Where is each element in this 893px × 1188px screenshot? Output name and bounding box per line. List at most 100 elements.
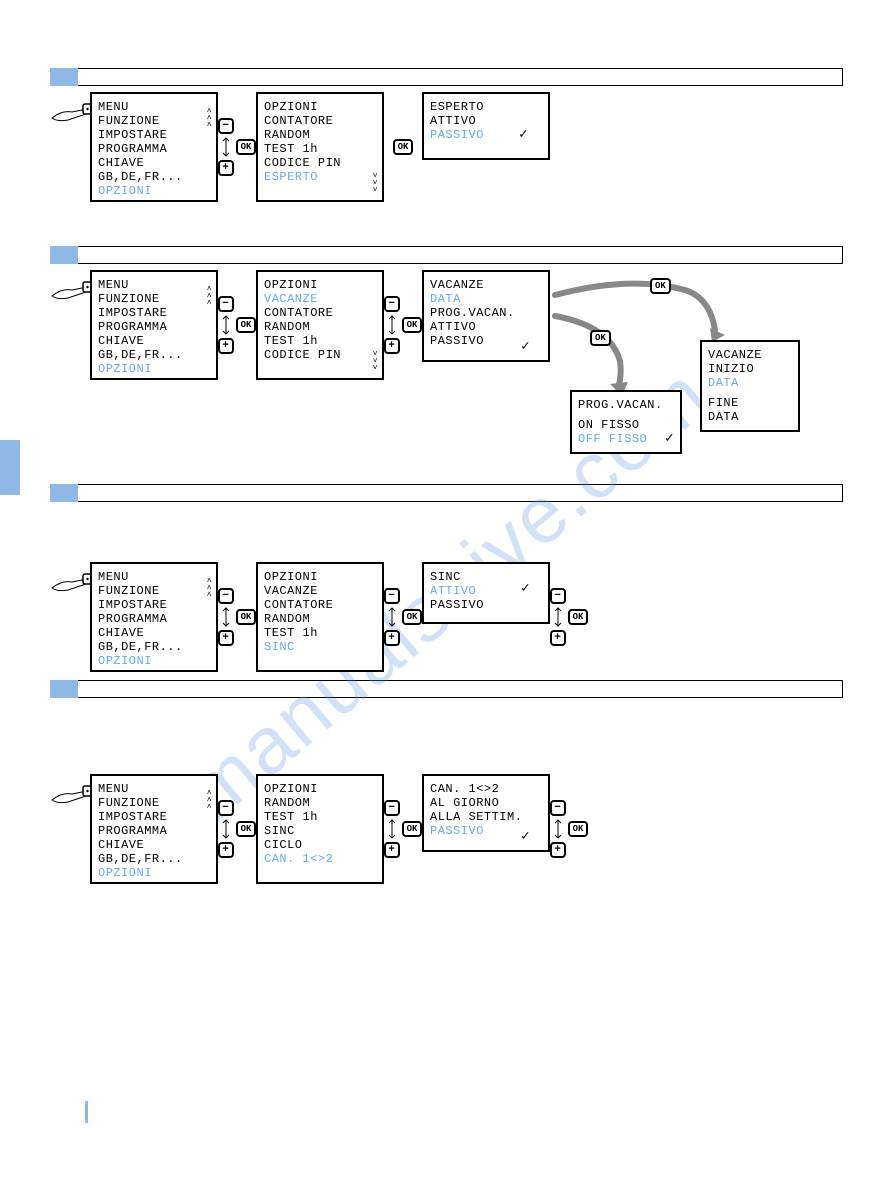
minus-button[interactable]: − — [384, 588, 400, 604]
ok-button[interactable]: OK — [402, 317, 423, 333]
plus-button[interactable]: + — [218, 842, 234, 858]
minus-button[interactable]: − — [218, 118, 234, 134]
prog-line-selected: OFF FISSO — [578, 432, 674, 446]
plus-button[interactable]: + — [384, 630, 400, 646]
section-tab — [50, 246, 78, 264]
scroll-carets: ˅˅˅ — [373, 173, 378, 194]
menu-line: IMPOSTARE — [98, 306, 210, 320]
ok-button[interactable]: OK — [393, 139, 414, 155]
screen-vacanze-inizio: VACANZE INIZIO DATA FINE DATA — [700, 340, 800, 432]
nav-buttons: − + OK — [550, 562, 588, 672]
updown-icon — [554, 606, 562, 628]
minus-button[interactable]: − — [550, 800, 566, 816]
can-line: CAN. 1<>2 — [430, 782, 542, 796]
minus-button[interactable]: − — [384, 296, 400, 312]
minus-button[interactable]: − — [218, 588, 234, 604]
plus-button[interactable]: + — [384, 338, 400, 354]
nav-buttons: − + OK — [218, 270, 256, 380]
menu-line: FUNZIONE — [98, 292, 210, 306]
can-line: ALLA SETTIM. — [430, 810, 542, 824]
nav-buttons: − + OK — [218, 562, 256, 672]
menu-line: FUNZIONE — [98, 584, 210, 598]
opt-line: OPZIONI — [264, 782, 376, 796]
scroll-carets: ˄˄˄ — [207, 578, 212, 599]
ok-button[interactable]: OK — [568, 821, 589, 837]
screen-menu: MENU FUNZIONE IMPOSTARE PROGRAMMA CHIAVE… — [90, 92, 218, 202]
screen-esperto: ESPERTO ATTIVO PASSIVO ✓ — [422, 92, 550, 160]
plus-button[interactable]: + — [384, 842, 400, 858]
minus-button[interactable]: − — [218, 800, 234, 816]
opt-line: OPZIONI — [264, 278, 376, 292]
prog-line: ON FISSO — [578, 418, 674, 432]
vac-line: ATTIVO — [430, 320, 542, 334]
ini-line: DATA — [708, 410, 792, 424]
nav-buttons: OK — [384, 92, 422, 202]
ok-button[interactable]: OK — [568, 609, 589, 625]
scroll-carets: ˄˄˄ — [207, 790, 212, 811]
ok-button[interactable]: OK — [236, 821, 257, 837]
menu-line-selected: OPZIONI — [98, 654, 210, 668]
nav-buttons: − + OK — [384, 270, 422, 380]
section-line — [78, 246, 843, 264]
ok-button[interactable]: OK — [236, 609, 257, 625]
plus-button[interactable]: + — [218, 160, 234, 176]
menu-line: PROGRAMMA — [98, 320, 210, 334]
minus-button[interactable]: − — [384, 800, 400, 816]
nav-buttons: − + OK — [218, 774, 256, 884]
menu-line-selected: OPZIONI — [98, 866, 210, 880]
menu-line: PROGRAMMA — [98, 612, 210, 626]
screen-can12: CAN. 1<>2 AL GIORNO ALLA SETTIM. PASSIVO… — [422, 774, 550, 852]
section-bar-4 — [50, 680, 843, 698]
ini-line-selected: DATA — [708, 376, 792, 390]
menu-line: CHIAVE — [98, 334, 210, 348]
nav-buttons: − + OK — [384, 562, 422, 672]
hand-icon — [50, 278, 94, 306]
plus-button[interactable]: + — [550, 630, 566, 646]
plus-button[interactable]: + — [218, 338, 234, 354]
plus-button[interactable]: + — [218, 630, 234, 646]
flow-row-2: MENU FUNZIONE IMPOSTARE PROGRAMMA CHIAVE… — [50, 270, 843, 470]
section-line — [78, 680, 843, 698]
opt-line: SINC — [264, 824, 376, 838]
vac-line-selected: DATA — [430, 292, 542, 306]
ini-line: INIZIO — [708, 362, 792, 376]
menu-line-selected: OPZIONI — [98, 184, 210, 198]
opt-line: TEST 1h — [264, 334, 376, 348]
menu-line: CHIAVE — [98, 838, 210, 852]
minus-button[interactable]: − — [218, 296, 234, 312]
ok-button[interactable]: OK — [236, 317, 257, 333]
ok-button[interactable]: OK — [650, 278, 671, 294]
scroll-carets: ˄˄˄ — [207, 286, 212, 307]
menu-line: IMPOSTARE — [98, 810, 210, 824]
hand-icon — [50, 100, 94, 128]
check-icon: ✓ — [521, 582, 530, 596]
ok-button[interactable]: OK — [236, 139, 257, 155]
opt-line: RANDOM — [264, 128, 376, 142]
ok-button[interactable]: OK — [402, 609, 423, 625]
minus-button[interactable]: − — [550, 588, 566, 604]
ok-button[interactable]: OK — [590, 330, 611, 346]
plus-button[interactable]: + — [550, 842, 566, 858]
check-icon: ✓ — [519, 128, 528, 142]
opt-line: TEST 1h — [264, 626, 376, 640]
ini-line: FINE — [708, 396, 792, 410]
nav-buttons: − + OK — [218, 92, 256, 202]
opt-line: CONTATORE — [264, 598, 376, 612]
sinc-line: PASSIVO — [430, 598, 542, 612]
screen-menu: MENU FUNZIONE IMPOSTARE PROGRAMMA CHIAVE… — [90, 774, 218, 884]
opt-line-selected: ESPERTO — [264, 170, 376, 184]
opt-line-selected: CAN. 1<>2 — [264, 852, 376, 866]
menu-line: MENU — [98, 100, 210, 114]
opt-line: RANDOM — [264, 320, 376, 334]
flow-row-1: MENU FUNZIONE IMPOSTARE PROGRAMMA CHIAVE… — [50, 92, 843, 202]
menu-line: MENU — [98, 782, 210, 796]
nav-buttons: − + OK — [550, 774, 588, 884]
check-icon: ✓ — [665, 432, 674, 446]
ok-button[interactable]: OK — [402, 821, 423, 837]
screen-opzioni-1: OPZIONI CONTATORE RANDOM TEST 1h CODICE … — [256, 92, 384, 202]
menu-line: CHIAVE — [98, 156, 210, 170]
vac-line: PROG.VACAN. — [430, 306, 542, 320]
page-side-tab — [0, 440, 20, 495]
screen-prog-vacan: PROG.VACAN. ON FISSO OFF FISSO ✓ — [570, 390, 682, 454]
page: MENU FUNZIONE IMPOSTARE PROGRAMMA CHIAVE… — [0, 0, 893, 912]
